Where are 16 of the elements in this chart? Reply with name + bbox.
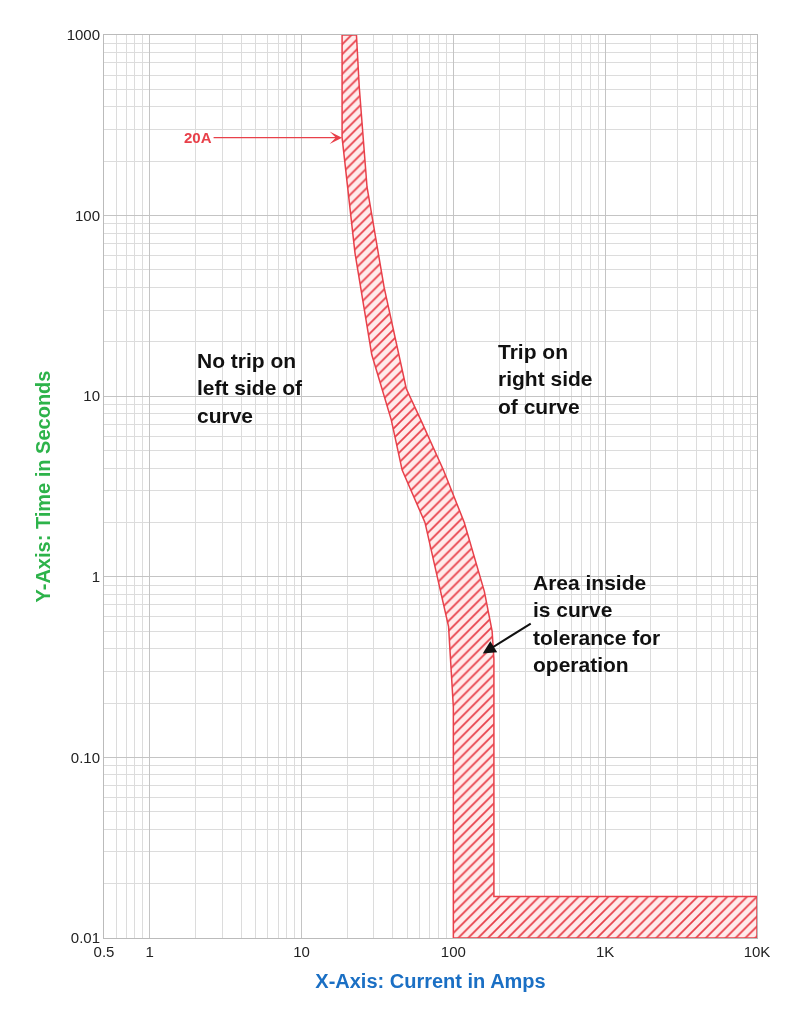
x-tick-label: 10K (743, 943, 771, 960)
y-tick-label: 100 (74, 206, 100, 224)
x-tick-label: 100 (440, 943, 466, 960)
x-tick-label: 10 (293, 943, 310, 960)
y-tick-label: 10 (83, 387, 100, 405)
annotation: Area inside is curve tolerance for operation (533, 571, 661, 676)
x-tick-label: 1 (145, 943, 154, 960)
y-tick-label: 0.10 (70, 748, 100, 766)
y-tick-label: 1 (91, 568, 100, 586)
annotation: Trip on right side of curve (498, 340, 593, 418)
y-axis-title: Y-Axis: Time in Seconds (32, 370, 55, 603)
x-axis-title: X-Axis: Current in Amps (315, 969, 546, 992)
annotation: No trip on left side of curve (197, 349, 304, 427)
y-tick-label: 1000 (66, 26, 100, 44)
annotation: 20A (184, 129, 212, 146)
x-tick-label: 1K (596, 943, 615, 960)
